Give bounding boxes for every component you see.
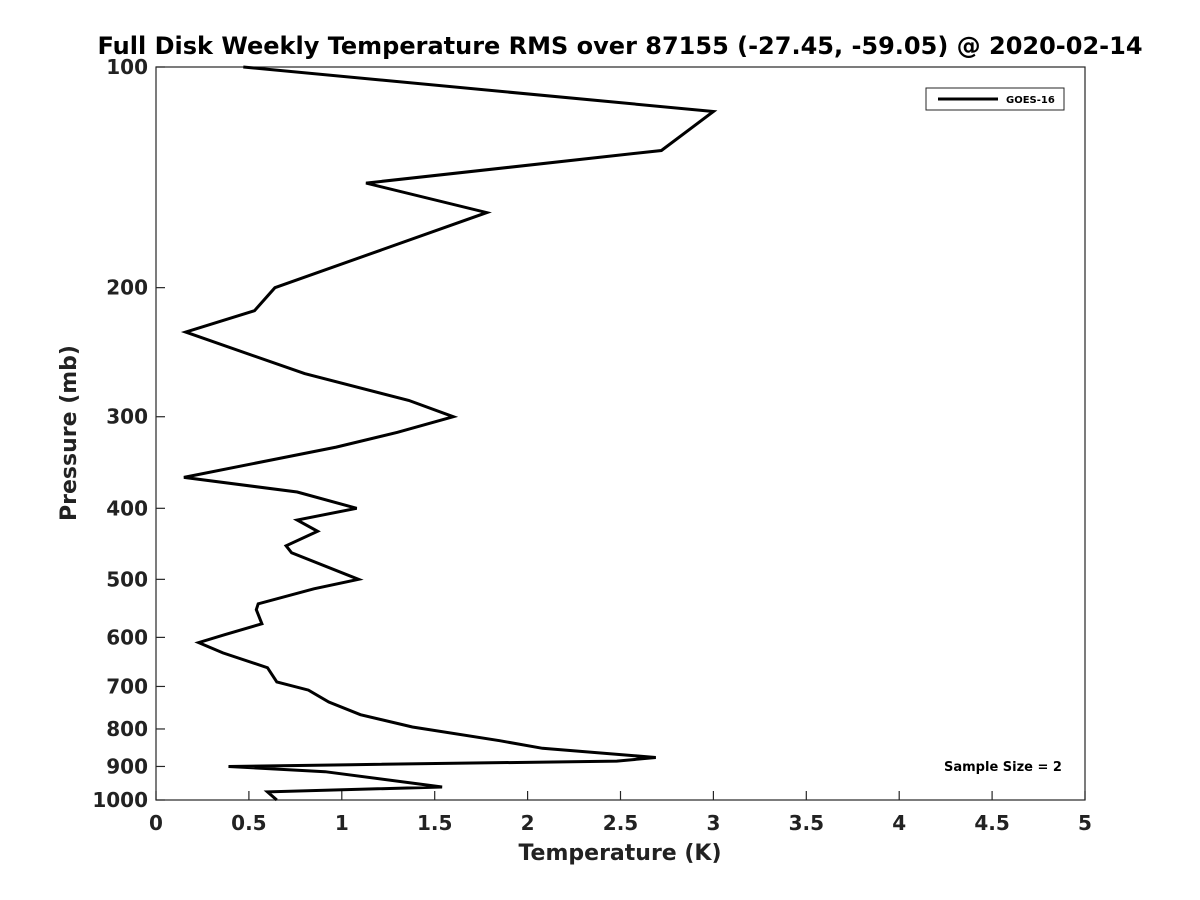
legend-entry-goes-16: GOES-16 [1006, 95, 1055, 106]
x-tick-label: 0.5 [231, 811, 266, 835]
x-tick-label: 2 [521, 811, 535, 835]
y-tick-label: 800 [106, 717, 148, 741]
x-tick-label: 1 [335, 811, 349, 835]
x-tick-label: 3 [706, 811, 720, 835]
y-tick-label: 500 [106, 567, 148, 591]
y-tick-label: 100 [106, 55, 148, 79]
y-axis-label: Pressure (mb) [57, 345, 82, 521]
x-tick-label: 4 [892, 811, 906, 835]
x-axis-ticks: 0 0.5 1 1.5 2 2.5 3 3.5 4 4.5 5 [149, 791, 1092, 835]
x-tick-label: 2.5 [603, 811, 638, 835]
y-tick-label: 700 [106, 674, 148, 698]
plot-area [155, 66, 1086, 801]
x-tick-label: 3.5 [789, 811, 824, 835]
y-tick-label: 200 [106, 276, 148, 300]
x-tick-label: 0 [149, 811, 163, 835]
x-axis-label: Temperature (K) [518, 841, 721, 866]
sample-size-annotation: Sample Size = 2 [944, 760, 1062, 775]
y-tick-label: 600 [106, 625, 148, 649]
y-tick-label: 300 [106, 405, 148, 429]
legend: GOES-16 [925, 87, 1065, 111]
chart-title: Full Disk Weekly Temperature RMS over 87… [97, 32, 1142, 60]
y-tick-label: 900 [106, 754, 148, 778]
x-tick-label: 5 [1078, 811, 1092, 835]
x-tick-label: 1.5 [417, 811, 452, 835]
x-tick-label: 4.5 [974, 811, 1009, 835]
y-tick-label: 400 [106, 496, 148, 520]
series-line-goes-16 [180, 65, 718, 802]
y-tick-label: 1000 [92, 788, 148, 812]
y-axis-ticks: 100 200 300 400 500 600 700 800 900 1000 [92, 55, 165, 812]
